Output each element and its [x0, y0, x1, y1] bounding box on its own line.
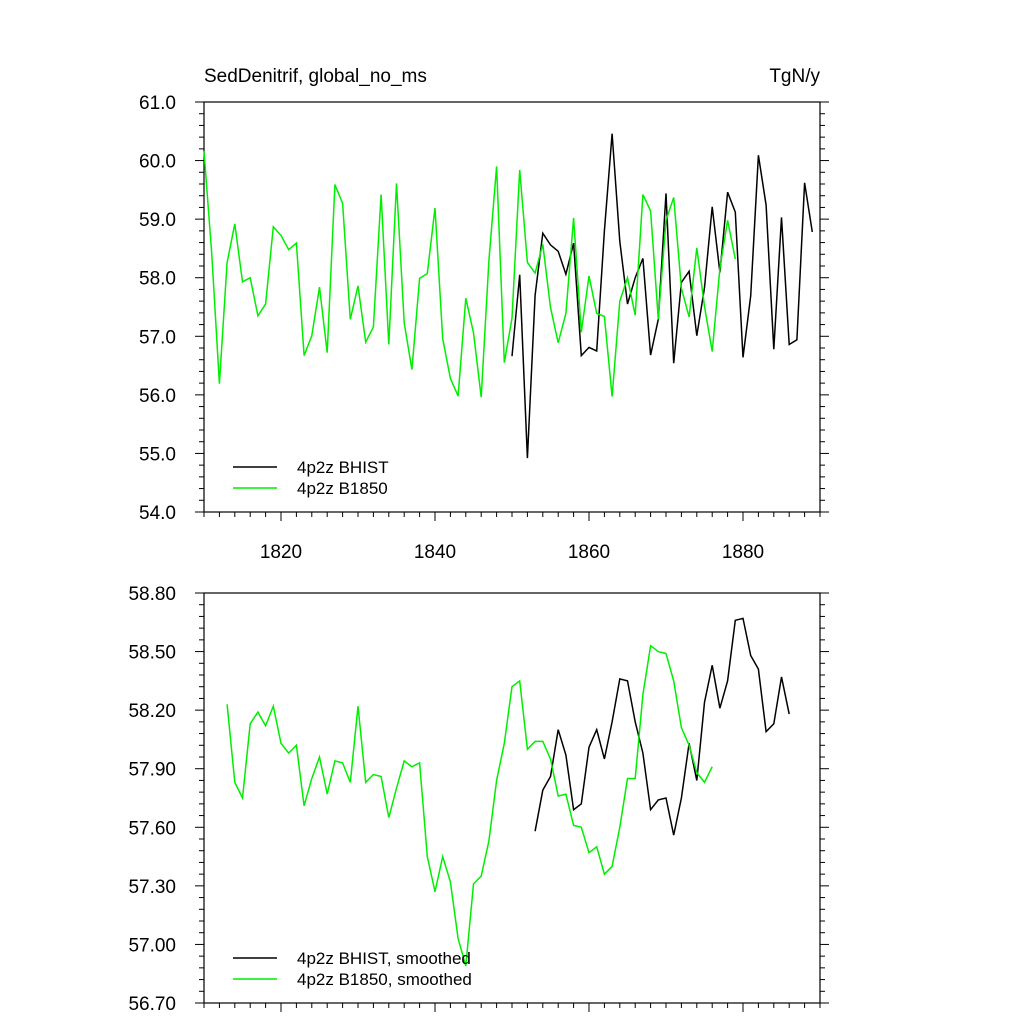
y-tick-label: 54.0	[139, 503, 176, 524]
y-tick-label: 61.0	[139, 93, 176, 114]
tick-group: 56.70 57.00 57.30 57.60 57.90 58.20 58.50 58.80	[128, 584, 829, 1015]
legend: 4p2z BHIST 4p2z B1850	[233, 458, 389, 498]
y-tick-label: 56.0	[139, 386, 176, 407]
y-tick-label: 57.00	[128, 935, 176, 956]
series-line-1	[226, 644, 713, 967]
legend-label: 4p2z B1850, smoothed	[297, 970, 472, 989]
y-tick-label: 58.20	[128, 701, 176, 722]
y-tick-label: 57.0	[139, 327, 176, 348]
y-tick-label: 57.60	[128, 818, 176, 839]
legend-label: 4p2z BHIST	[297, 458, 389, 477]
y-tick-label: 59.0	[139, 210, 176, 231]
legend-label: 4p2z BHIST, smoothed	[297, 949, 471, 968]
y-tick-label: 58.0	[139, 269, 176, 290]
x-tick-label: 1820	[260, 542, 302, 563]
x-tick-label: 1880	[722, 542, 764, 563]
series-line-0	[511, 133, 814, 459]
y-tick-label: 57.90	[128, 760, 176, 781]
series-line-1	[203, 151, 737, 398]
x-tick-label: 1860	[568, 542, 610, 563]
y-tick-label: 58.50	[128, 643, 176, 664]
tick-group: 54.0 55.0 56.0 57.0 58.0 59.0 60.0 61.0 1820 1840…	[139, 93, 829, 563]
y-tick-label: 58.80	[128, 584, 176, 605]
y-tick-label: 60.0	[139, 152, 176, 173]
chart-title: SedDenitrif, global_no_ms	[204, 66, 427, 87]
y-tick-label: 55.0	[139, 444, 176, 465]
units-label: TgN/y	[769, 66, 820, 87]
y-tick-label: 57.30	[128, 877, 176, 898]
y-tick-label: 56.70	[128, 994, 176, 1015]
legend-label: 4p2z B1850	[297, 479, 388, 498]
top-panel: SedDenitrif, global_no_ms TgN/y 54.0 55.0…	[139, 66, 829, 563]
legend: 4p2z BHIST, smoothed 4p2z B1850, smoothed	[233, 949, 472, 989]
series-group	[226, 617, 790, 967]
plot-frame	[203, 592, 821, 1004]
bottom-panel: 56.70 57.00 57.30 57.60 57.90 58.20 58.50 58.80…	[128, 584, 829, 1015]
series-line-0	[534, 617, 790, 836]
x-tick-label: 1840	[414, 542, 456, 563]
series-group	[203, 133, 814, 459]
